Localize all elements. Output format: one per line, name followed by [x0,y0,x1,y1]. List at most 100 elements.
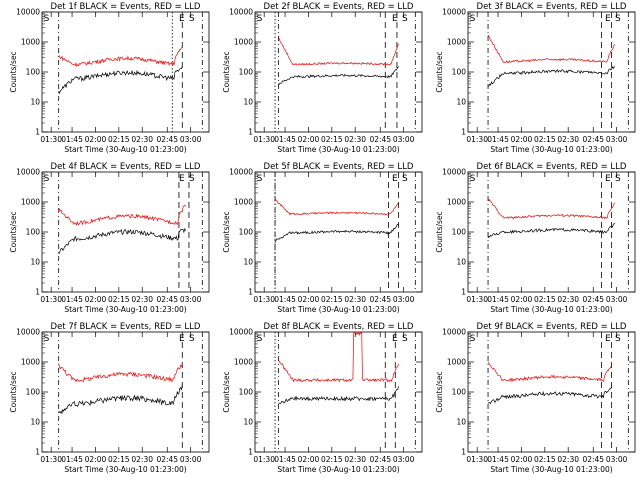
plot-frame [467,331,636,453]
x-tick-label: 02:15 [108,135,130,144]
series-lld-line [58,46,183,68]
series-lld-line [278,331,399,383]
y-tick-label: 10 [243,258,253,267]
chart-title: Det 1f BLACK = Events, RED = LLD [51,2,201,12]
y-tick-label: 1 [248,128,253,137]
chart-panel: Det 5f BLACK = Events, RED = LLD 1 10 100 10… [222,162,423,314]
x-tick-label: 01:45 [274,135,296,144]
chart-title: Det 8f BLACK = Events, RED = LLD [264,322,414,332]
y-tick-label: 10000 [16,168,40,177]
x-tick-label: 02:15 [321,135,343,144]
x-tick-label: 02:00 [85,295,107,304]
x-axis-label: Start Time (30-Aug-10 01:23:00) [277,145,399,154]
interval-marker-label: E [392,174,398,184]
x-tick-label: 02:00 [511,135,533,144]
x-tick-label: 03:00 [606,295,628,304]
y-tick-label: 1000 [21,198,40,207]
x-tick-label: 02:00 [298,295,320,304]
interval-marker-label: S [189,174,195,184]
y-tick-label: 1 [248,288,253,297]
series-events-line [58,384,183,415]
x-tick-label: 02:45 [369,455,391,464]
x-tick-label: 01:45 [274,295,296,304]
x-tick-label: 02:45 [156,455,178,464]
x-tick-label: 01:45 [274,455,296,464]
x-tick-label: 03:00 [180,295,202,304]
x-tick-label: 01:30 [253,295,275,304]
interval-marker-label: S [615,334,621,344]
x-tick-label: 01:45 [487,455,509,464]
interval-marker-label: S [470,334,476,344]
x-tick-label: 02:30 [557,295,579,304]
y-tick-label: 10 [243,98,253,107]
series-lld-line [58,204,186,226]
y-tick-label: 10000 [442,328,466,337]
y-tick-label: 1 [248,448,253,457]
plot-frame [467,171,636,293]
y-tick-label: 1 [35,128,40,137]
y-tick-label: 100 [239,68,254,77]
y-axis-label: Counts/sec [222,371,231,412]
interval-marker-label: E [392,14,398,24]
interval-marker-label: S [44,14,50,24]
x-tick-label: 01:45 [61,455,83,464]
chart-panel: Det 4f BLACK = Events, RED = LLD 1 10 100 10… [9,162,210,314]
y-axis-label: Counts/sec [9,211,18,252]
x-tick-label: 02:15 [321,455,343,464]
interval-marker-label: S [615,14,621,24]
x-axis-label: Start Time (30-Aug-10 01:23:00) [490,305,612,314]
x-tick-label: 02:30 [344,455,366,464]
y-tick-label: 10000 [229,8,253,17]
y-tick-label: 100 [452,228,467,237]
x-tick-label: 01:30 [253,135,275,144]
interval-marker-label: E [605,334,611,344]
x-tick-label: 02:30 [344,295,366,304]
chart-title: Det 6f BLACK = Events, RED = LLD [477,162,627,172]
y-axis-label: Counts/sec [222,51,231,92]
y-tick-label: 100 [452,388,467,397]
x-axis-label: Start Time (30-Aug-10 01:23:00) [490,465,612,474]
x-tick-label: 01:30 [40,295,62,304]
y-tick-label: 100 [239,388,254,397]
interval-marker-label: S [615,174,621,184]
x-tick-label: 03:00 [393,455,415,464]
x-tick-label: 02:00 [85,455,107,464]
x-tick-label: 02:30 [557,135,579,144]
x-tick-label: 02:45 [582,455,604,464]
x-tick-label: 02:15 [534,135,556,144]
y-tick-label: 10000 [16,8,40,17]
chart-title: Det 7f BLACK = Events, RED = LLD [51,322,201,332]
series-lld-line [487,361,612,383]
x-tick-label: 02:45 [369,135,391,144]
x-tick-label: 01:30 [40,455,62,464]
y-tick-label: 100 [26,228,41,237]
interval-marker-label: S [402,334,408,344]
plot-frame [254,331,423,453]
interval-marker-label: S [257,14,263,24]
chart-title: Det 9f BLACK = Events, RED = LLD [477,322,627,332]
y-tick-label: 1000 [234,38,253,47]
x-tick-label: 01:45 [487,295,509,304]
x-tick-label: 01:45 [61,295,83,304]
x-axis-label: Start Time (30-Aug-10 01:23:00) [64,465,186,474]
x-tick-label: 03:00 [606,455,628,464]
y-tick-label: 10000 [442,168,466,177]
x-tick-label: 02:30 [131,135,153,144]
series-events-line [487,386,612,405]
series-lld-line [278,37,399,66]
interval-marker-label: S [470,174,476,184]
x-tick-label: 03:00 [393,135,415,144]
chart-title: Det 4f BLACK = Events, RED = LLD [51,162,201,172]
x-tick-label: 02:15 [534,295,556,304]
x-tick-label: 02:30 [131,295,153,304]
interval-marker-label: S [257,334,263,344]
y-tick-label: 10 [456,98,466,107]
y-axis-label: Counts/sec [9,51,18,92]
x-tick-label: 02:30 [344,135,366,144]
chart-title: Det 3f BLACK = Events, RED = LLD [477,2,627,12]
interval-marker-label: S [402,14,408,24]
series-events-line [278,386,399,404]
interval-marker-label: S [189,334,195,344]
plot-frame [41,11,210,133]
interval-marker-label: E [179,14,185,24]
